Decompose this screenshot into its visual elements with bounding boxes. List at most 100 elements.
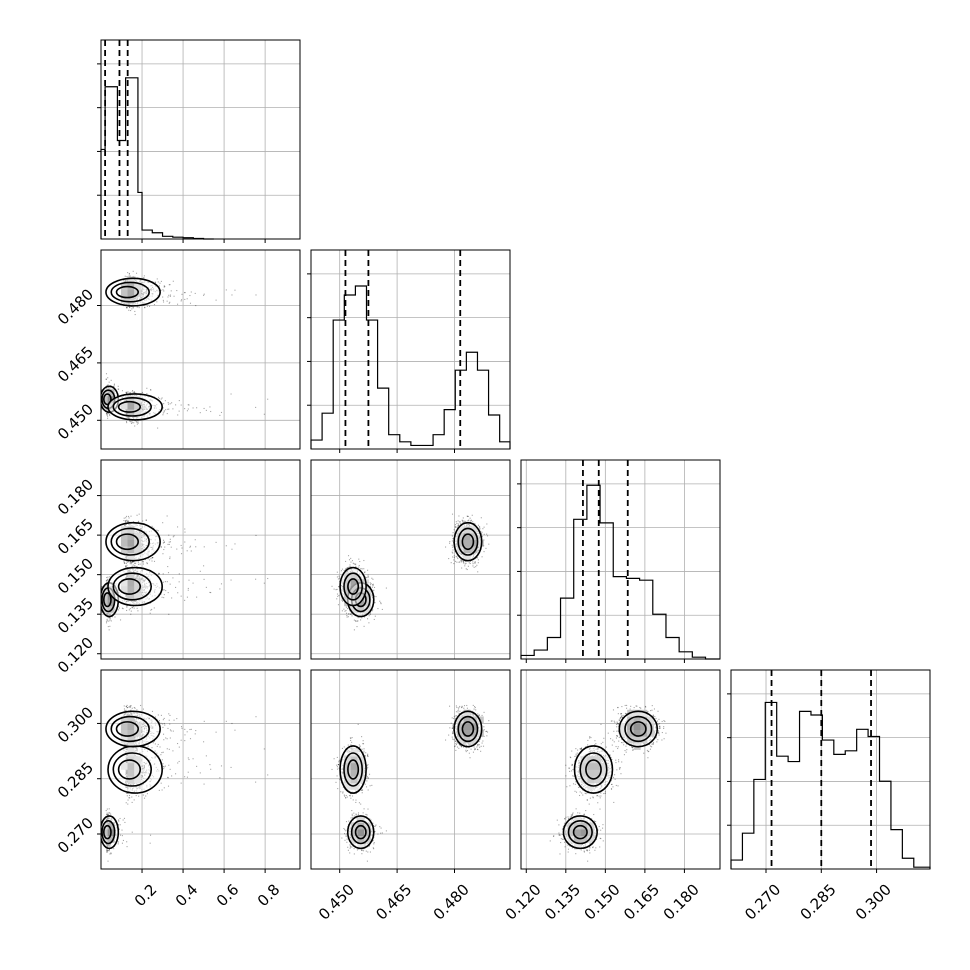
scatter-point [106,620,109,622]
scatter-point [163,594,165,596]
scatter-point [172,577,174,579]
scatter-point [137,561,139,563]
scatter-point [129,563,131,565]
scatter-point [199,412,201,414]
scatter-point [144,307,146,309]
contour-1-0-mode2-level1 [107,393,163,421]
scatter-point [128,275,130,277]
scatter-point [141,391,143,394]
scatter-point [187,408,189,410]
scatter-point [189,294,191,297]
scatter-point [127,515,130,517]
scatter-point [130,563,132,565]
scatter-point [168,302,170,304]
scatter-point [119,619,122,621]
panel-content-2-0 [101,513,269,631]
scatter-point [131,422,133,424]
scatter-point [196,596,198,598]
scatter-point [163,286,165,288]
scatter-point [131,391,133,393]
scatter-point [184,408,186,410]
scatter-point [153,304,156,306]
scatter-point [177,414,179,416]
scatter-point [146,562,148,564]
scatter-point [231,294,233,296]
scatter-point [109,619,111,621]
scatter-point [124,521,127,523]
scatter-point [166,413,168,415]
scatter-point [142,563,144,565]
scatter-point [126,392,128,394]
scatter-point [130,515,132,517]
scatter-point [162,296,164,298]
hist-panel-3 [517,459,721,660]
scatter-point [162,412,164,414]
scatter-point [132,606,134,608]
scatter-point [176,548,178,550]
scatter-point [267,577,269,580]
scatter-point [161,397,163,399]
scatter-point [117,385,119,387]
scatter-point [131,565,133,567]
panel-content-1-0 [101,270,269,429]
scatter-point [139,563,141,565]
scatter-point [131,562,133,564]
scatter-point [180,299,183,301]
histogram-1 [100,77,214,240]
scatter-point [132,307,134,309]
scatter-point [160,546,162,548]
scatter-point [130,309,132,312]
scatter-point [234,289,236,291]
scatter-point [132,306,134,308]
hist-frame-2 [310,249,511,450]
scatter-point [109,618,111,620]
y-tick-label: 0.450 [54,400,97,443]
scatter-point [194,292,196,294]
scatter-point [190,291,192,293]
scatter-point [123,517,125,519]
scatter-point [124,562,126,564]
scatter-point [149,389,152,391]
scatter-point [154,282,157,284]
scatter-point [126,307,128,309]
scatter-point [166,581,168,583]
scatter-point [162,581,164,583]
scatter-point [143,277,145,279]
scatter-point [230,579,232,581]
scatter-point [121,390,123,392]
scatter-point [136,421,138,423]
scatter-point [178,400,180,402]
scatter-point [136,306,138,308]
scatter-point [106,412,108,414]
scatter-point [178,581,180,583]
scatter-point [215,299,217,301]
scatter-point [205,409,207,411]
scatter-point [125,307,128,309]
scatter-point [255,534,257,537]
scatter-point [126,561,128,563]
scatter-point [127,272,129,274]
scatter-point [108,381,110,383]
scatter-point [186,596,188,598]
scatter-point [152,557,154,559]
scatter-point [107,576,109,578]
scatter-point [137,563,140,565]
scatter-point [105,620,108,622]
scatter-point [105,413,108,415]
scatter-point [131,389,134,392]
scatter-point [113,385,115,388]
scatter-point [123,562,125,564]
scatter-point [133,391,135,393]
scatter-point [148,559,151,561]
scatter-point [169,538,171,540]
scatter-point [164,286,166,288]
scatter-point [138,513,140,515]
scatter-point [134,392,136,394]
scatter-point [162,407,164,409]
scatter-point [133,422,135,424]
scatter-point [255,294,257,296]
histogram-4 [730,701,931,869]
scatter-point [125,565,127,567]
scatter-point [151,557,153,559]
scatter-point [122,608,124,610]
